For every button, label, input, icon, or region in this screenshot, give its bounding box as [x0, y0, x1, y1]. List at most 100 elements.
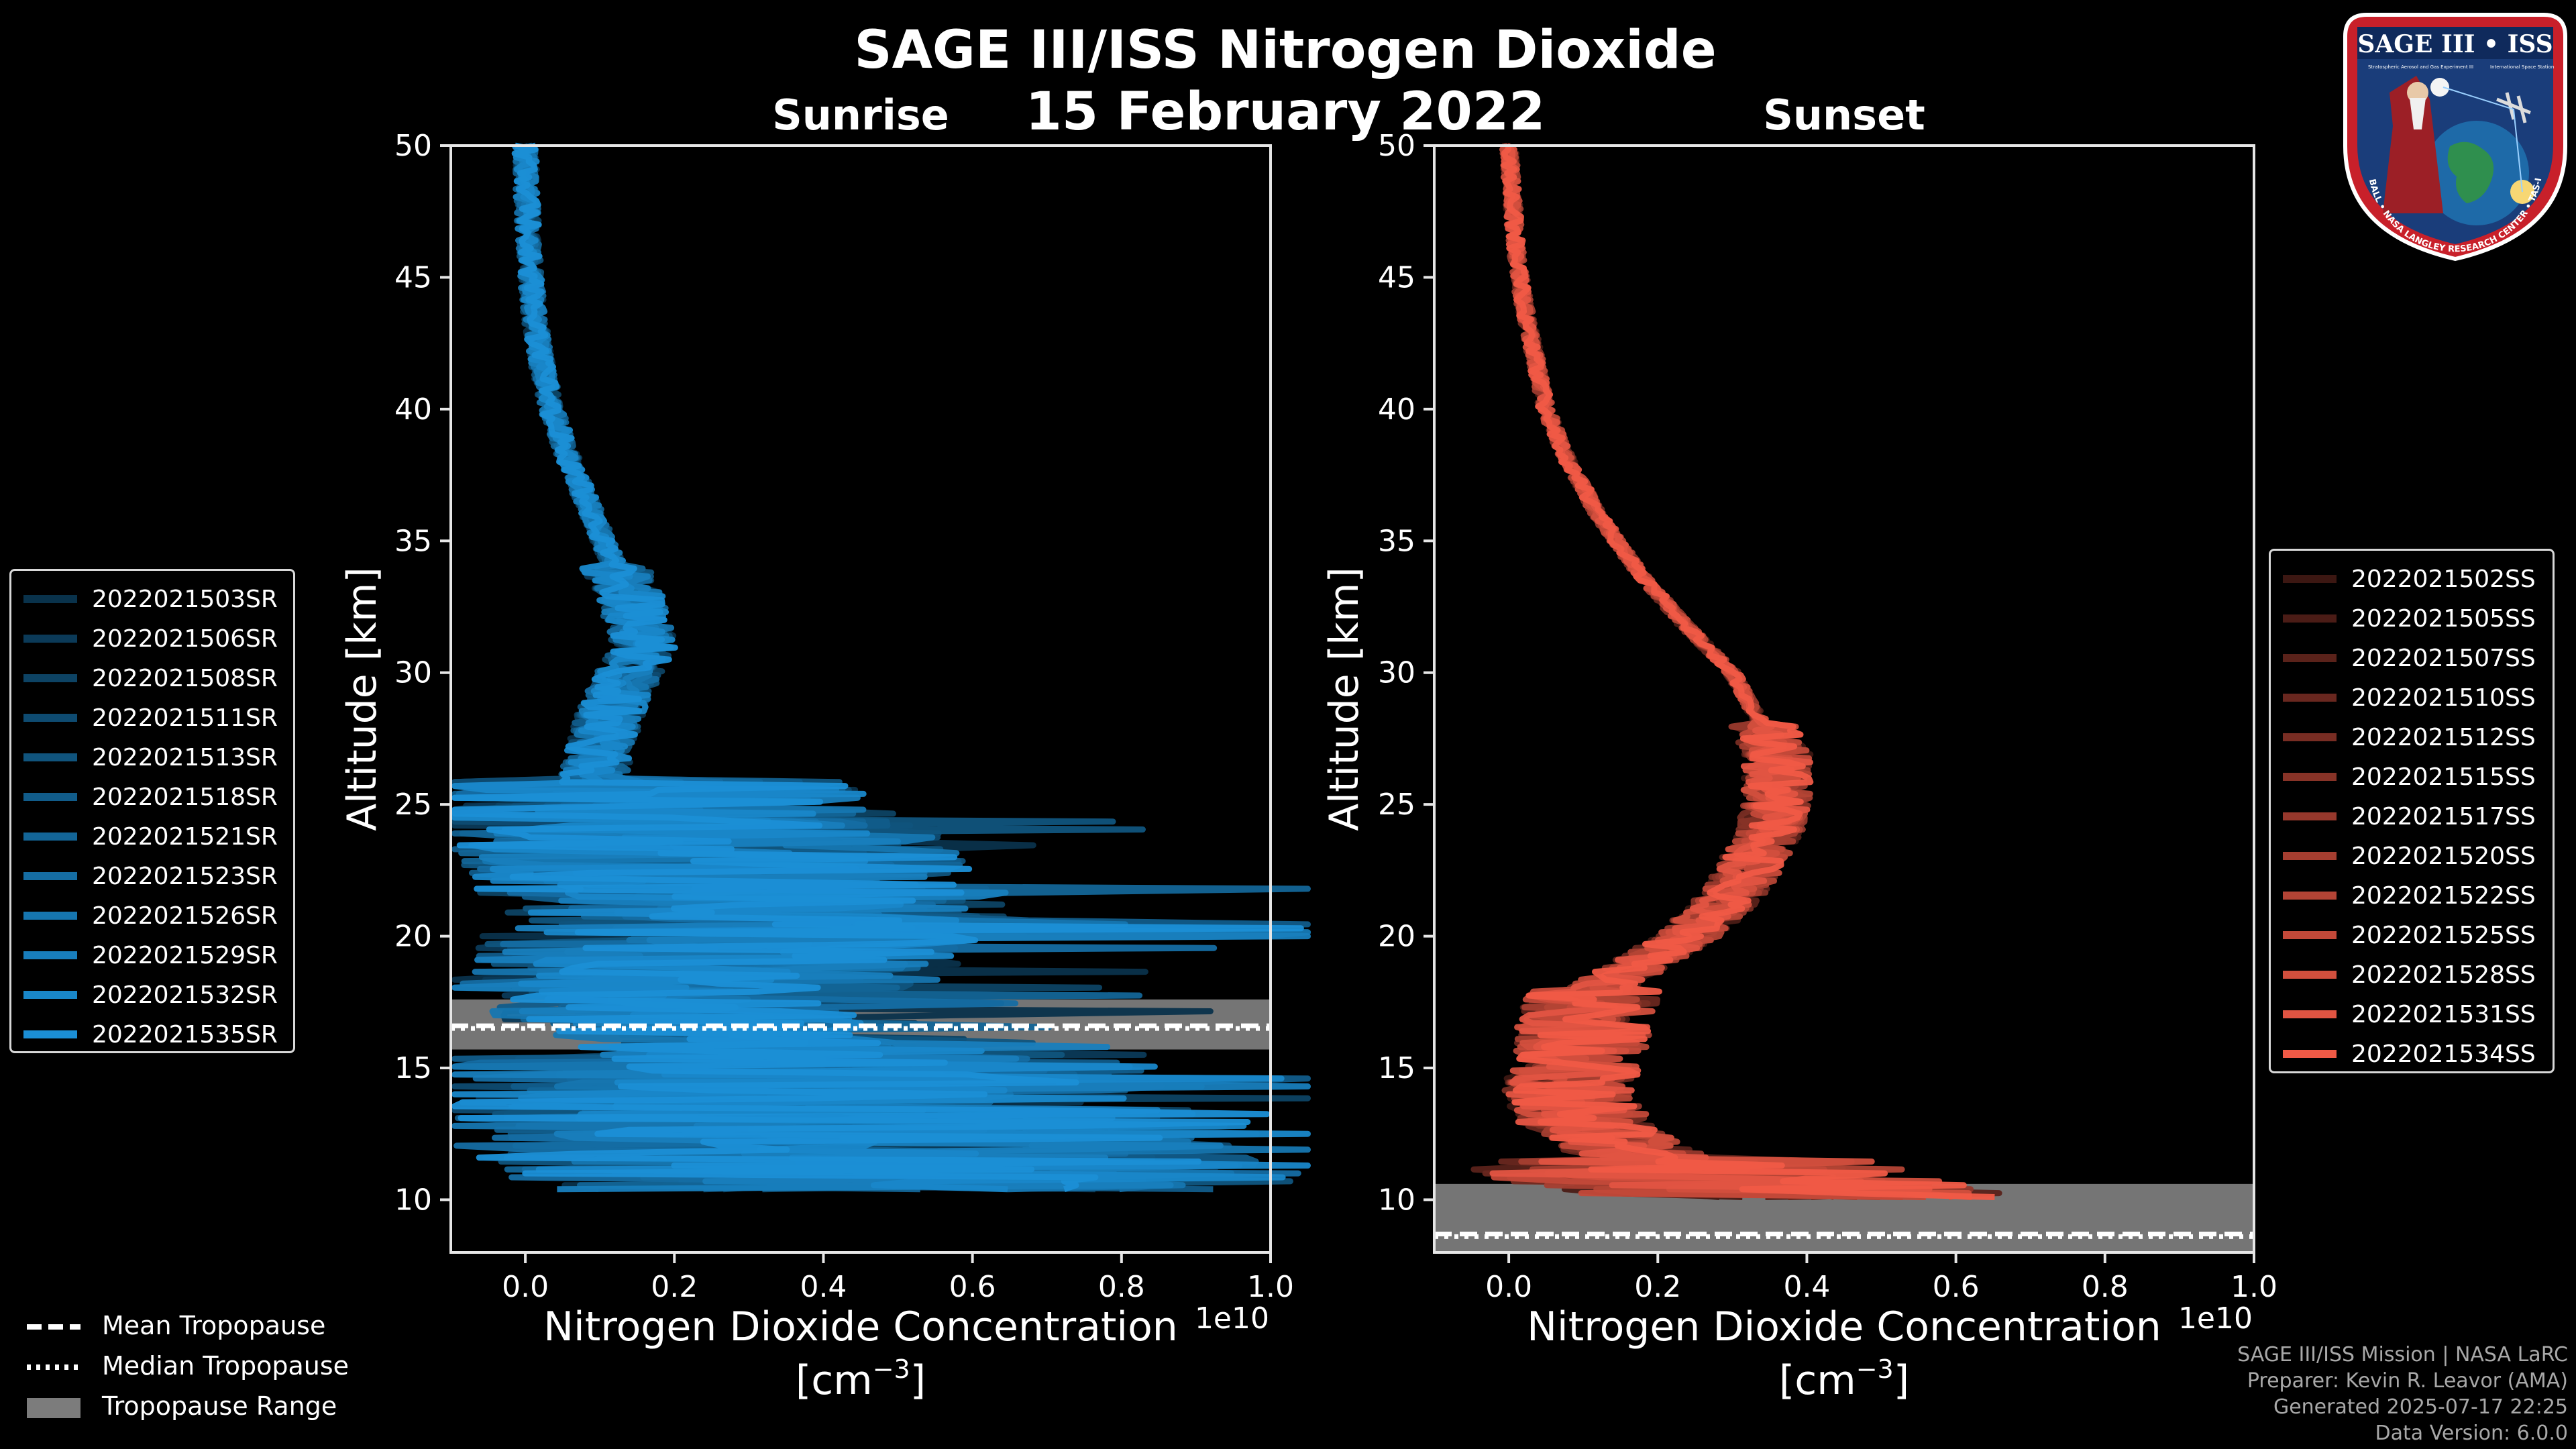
sr-x-tick-label: 0.2 [651, 1270, 698, 1304]
sr-legend-item: 2022021506SR [11, 620, 293, 659]
badge-subtitle-left: Stratospheric Aerosol and Gas Experiment… [2368, 64, 2473, 70]
ss-legend-item: 2022021512SS [2271, 718, 2553, 757]
ss-legend-item: 2022021505SS [2271, 600, 2553, 639]
sr-y-tick-label: 40 [394, 392, 432, 427]
ss-legend-label: 2022021517SS [2351, 803, 2536, 830]
sr-y-tick-label: 15 [394, 1051, 432, 1085]
ss-y-tick-label: 10 [1378, 1183, 1415, 1217]
ss-legend-label: 2022021520SS [2351, 843, 2536, 870]
sr-legend-swatch [23, 872, 77, 880]
badge-name-band [2357, 27, 2553, 59]
ss-legend-swatch [2283, 733, 2337, 741]
sunset-x-unit-close: ] [1894, 1357, 1909, 1404]
ss-y-tick-label: 40 [1378, 392, 1415, 427]
sunset-panel: 0.0 0.2 0.4 0.6 0.8 1.0 10 15 20 25 30 35 40 45 50 1e… [1321, 129, 2277, 1404]
sr-legend-item: 2022021532SR [11, 976, 293, 1015]
ss-x-tick-label: 1.0 [2231, 1270, 2277, 1304]
ss-legend-swatch [2283, 812, 2337, 820]
sr-legend-item: 2022021521SR [11, 818, 293, 857]
badge-name: SAGE III • ISS [2357, 30, 2553, 58]
sunrise-tropopause-lines [451, 1023, 1271, 1031]
ss-legend-swatch [2283, 654, 2337, 662]
sunset-offset-text: 1e10 [2178, 1301, 2253, 1336]
sunrise-x-unit-exponent: −3 [873, 1354, 910, 1384]
median-tropopause-label: Median Tropopause [102, 1351, 349, 1381]
sr-y-tick-label: 45 [394, 260, 432, 294]
ss-legend-label: 2022021502SS [2351, 566, 2536, 593]
ss-legend-swatch [2283, 931, 2337, 939]
sunset-profile-lines [1470, 142, 2002, 1200]
ss-legend-label: 2022021534SS [2351, 1040, 2536, 1068]
sr-legend-item: 2022021513SR [11, 739, 293, 777]
sr-legend-swatch [23, 1030, 77, 1038]
sr-x-tick-label: 0.4 [800, 1270, 847, 1304]
sr-y-tick-label: 10 [394, 1183, 432, 1217]
badge-station-icon [2496, 92, 2531, 123]
sunset-panel-title: Sunset [1763, 91, 1925, 140]
sr-legend-item: 2022021523SR [11, 857, 293, 896]
sunrise-offset-text: 1e10 [1195, 1301, 1269, 1336]
sr-y-tick-label: 35 [394, 524, 432, 558]
sunrise-profile-lines [451, 142, 1311, 1193]
ss-legend-item: 2022021534SS [2271, 1035, 2553, 1074]
ss-legend-item: 2022021515SS [2271, 758, 2553, 797]
sage-iii-iss-badge: SAGE III • ISS Stratospheric Aerosol and… [2343, 12, 2567, 262]
sunrise-x-ticks: 0.0 0.2 0.4 0.6 0.8 1.0 [502, 1252, 1294, 1304]
ss-legend-label: 2022021512SS [2351, 724, 2536, 751]
ss-legend-item: 2022021517SS [2271, 798, 2553, 837]
ss-legend-swatch [2283, 575, 2337, 583]
sunrise-x-unit: [cm [796, 1357, 873, 1404]
sr-legend-swatch [23, 951, 77, 959]
ss-legend-item: 2022021520SS [2271, 837, 2553, 876]
sr-legend-item: 2022021526SR [11, 897, 293, 936]
ss-y-tick-label: 30 [1378, 656, 1415, 690]
ss-legend-item: 2022021531SS [2271, 996, 2553, 1034]
ss-legend-label: 2022021528SS [2351, 961, 2536, 989]
sr-legend-label: 2022021529SR [92, 942, 278, 969]
tropopause-legend: Mean Tropopause Median Tropopause Tropop… [20, 1308, 396, 1429]
sunrise-x-label-line1: Nitrogen Dioxide Concentration [543, 1303, 1178, 1350]
ss-y-tick-label: 50 [1378, 129, 1415, 163]
ss-legend-label: 2022021531SS [2351, 1001, 2536, 1028]
sr-legend-swatch [23, 793, 77, 801]
figure-date: 15 February 2022 [1025, 82, 1546, 142]
sunset-x-label-line2: [cm−3] [1779, 1354, 1909, 1404]
sr-legend-label: 2022021513SR [92, 744, 278, 771]
mean-tropopause-label: Mean Tropopause [102, 1311, 326, 1340]
sr-y-tick-label: 30 [394, 656, 432, 690]
ss-x-tick-label: 0.6 [1933, 1270, 1980, 1304]
sr-x-tick-label: 0.8 [1098, 1270, 1145, 1304]
ss-legend-label: 2022021505SS [2351, 605, 2536, 633]
ss-legend-swatch [2283, 773, 2337, 781]
sr-legend-label: 2022021521SR [92, 823, 278, 851]
sr-legend-swatch [23, 753, 77, 761]
sr-legend-label: 2022021508SR [92, 665, 278, 692]
sr-legend-item: 2022021535SR [11, 1016, 293, 1055]
ss-profile-2022021534SS [1501, 145, 1995, 1200]
credits-version: Data Version: 6.0.0 [2375, 1421, 2568, 1445]
ss-legend-swatch [2283, 614, 2337, 623]
credits-generated: Generated 2025-07-17 22:25 [2273, 1395, 2568, 1419]
sunrise-legend: 2022021503SR 2022021506SR 2022021508SR 2022… [9, 569, 295, 1053]
sr-profile-2022021535SR [451, 142, 1304, 1192]
sr-legend-label: 2022021535SR [92, 1021, 278, 1049]
sr-legend-swatch [23, 595, 77, 603]
sr-x-tick-label: 1.0 [1247, 1270, 1294, 1304]
tropopause-legend-keys [27, 1324, 80, 1418]
ss-legend-item: 2022021522SS [2271, 877, 2553, 916]
ss-legend-label: 2022021515SS [2351, 763, 2536, 791]
ss-legend-swatch [2283, 1010, 2337, 1018]
badge-beam-icon [2443, 87, 2523, 193]
sr-legend-item: 2022021511SR [11, 699, 293, 738]
ss-y-tick-label: 45 [1378, 260, 1415, 294]
ss-legend-item: 2022021528SS [2271, 956, 2553, 995]
sr-legend-label: 2022021506SR [92, 625, 278, 653]
ss-legend-item: 2022021507SS [2271, 639, 2553, 678]
sr-y-tick-label: 50 [394, 129, 432, 163]
sunset-y-label: Altitude [km] [1321, 567, 1368, 831]
ss-y-tick-label: 35 [1378, 524, 1415, 558]
sr-x-tick-label: 0.0 [502, 1270, 549, 1304]
sr-y-tick-label: 25 [394, 788, 432, 822]
ss-legend-swatch [2283, 694, 2337, 702]
